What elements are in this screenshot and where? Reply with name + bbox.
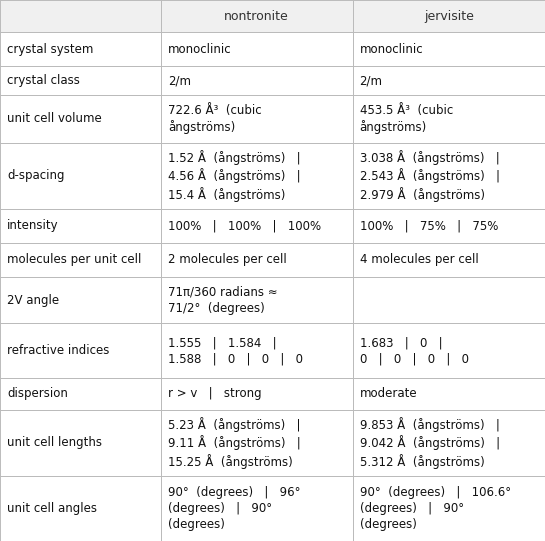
Bar	[0, 95, 161, 143]
Text: 71π/360 radians ≈
71/2°  (degrees): 71π/360 radians ≈ 71/2° (degrees)	[168, 286, 277, 315]
Bar	[0, 277, 161, 324]
Bar	[353, 324, 545, 378]
Bar	[353, 0, 545, 32]
Bar	[353, 143, 545, 208]
Text: 722.6 Å³  (cubic
ångströms): 722.6 Å³ (cubic ångströms)	[168, 104, 262, 134]
Text: 4 molecules per cell: 4 molecules per cell	[360, 253, 479, 266]
Text: 2/m: 2/m	[168, 74, 191, 87]
Text: jervisite: jervisite	[424, 10, 474, 23]
Bar	[0, 143, 161, 208]
Bar	[353, 410, 545, 476]
Bar	[0, 378, 161, 410]
Bar	[0, 0, 161, 32]
Text: 100%   |   75%   |   75%: 100% | 75% | 75%	[360, 219, 498, 232]
Text: 1.52 Å  (ångströms)   |
4.56 Å  (ångströms)   |
15.4 Å  (ångströms): 1.52 Å (ångströms) | 4.56 Å (ångströms) …	[168, 150, 300, 202]
Text: d-spacing: d-spacing	[7, 169, 64, 182]
Bar	[353, 67, 545, 95]
Bar	[161, 476, 353, 541]
Bar	[353, 208, 545, 243]
Text: 2/m: 2/m	[360, 74, 383, 87]
Text: crystal class: crystal class	[7, 74, 80, 87]
Text: 9.853 Å  (ångströms)   |
9.042 Å  (ångströms)   |
5.312 Å  (ångströms): 9.853 Å (ångströms) | 9.042 Å (ångströms…	[360, 417, 500, 469]
Text: unit cell volume: unit cell volume	[7, 113, 102, 126]
Bar	[0, 67, 161, 95]
Bar	[0, 243, 161, 277]
Text: 1.555   |   1.584   |
1.588   |   0   |   0   |   0: 1.555 | 1.584 | 1.588 | 0 | 0 | 0	[168, 336, 303, 365]
Bar	[0, 32, 161, 67]
Bar	[161, 243, 353, 277]
Text: nontronite: nontronite	[225, 10, 289, 23]
Bar	[161, 208, 353, 243]
Text: unit cell angles: unit cell angles	[7, 502, 97, 514]
Bar	[353, 277, 545, 324]
Text: dispersion: dispersion	[7, 387, 68, 400]
Text: 1.683   |   0   |
0   |   0   |   0   |   0: 1.683 | 0 | 0 | 0 | 0 | 0	[360, 336, 469, 365]
Bar	[161, 277, 353, 324]
Bar	[161, 67, 353, 95]
Text: 2V angle: 2V angle	[7, 294, 59, 307]
Text: 5.23 Å  (ångströms)   |
9.11 Å  (ångströms)   |
15.25 Å  (ångströms): 5.23 Å (ångströms) | 9.11 Å (ångströms) …	[168, 417, 300, 469]
Text: moderate: moderate	[360, 387, 417, 400]
Bar	[161, 324, 353, 378]
Bar	[353, 243, 545, 277]
Bar	[161, 32, 353, 67]
Bar	[353, 476, 545, 541]
Text: 2 molecules per cell: 2 molecules per cell	[168, 253, 287, 266]
Bar	[353, 32, 545, 67]
Text: 3.038 Å  (ångströms)   |
2.543 Å  (ångströms)   |
2.979 Å  (ångströms): 3.038 Å (ångströms) | 2.543 Å (ångströms…	[360, 150, 500, 202]
Bar	[0, 410, 161, 476]
Text: unit cell lengths: unit cell lengths	[7, 436, 102, 449]
Bar	[0, 476, 161, 541]
Text: monoclinic: monoclinic	[360, 43, 423, 56]
Bar	[0, 208, 161, 243]
Text: refractive indices: refractive indices	[7, 344, 110, 357]
Bar	[161, 410, 353, 476]
Bar	[161, 95, 353, 143]
Bar	[353, 378, 545, 410]
Bar	[161, 378, 353, 410]
Bar	[0, 324, 161, 378]
Text: 90°  (degrees)   |   96°
(degrees)   |   90°
(degrees): 90° (degrees) | 96° (degrees) | 90° (deg…	[168, 486, 300, 531]
Text: r > v   |   strong: r > v | strong	[168, 387, 262, 400]
Text: molecules per unit cell: molecules per unit cell	[7, 253, 141, 266]
Text: monoclinic: monoclinic	[168, 43, 232, 56]
Text: 90°  (degrees)   |   106.6°
(degrees)   |   90°
(degrees): 90° (degrees) | 106.6° (degrees) | 90° (…	[360, 486, 511, 531]
Bar	[161, 0, 353, 32]
Text: intensity: intensity	[7, 219, 59, 232]
Text: crystal system: crystal system	[7, 43, 93, 56]
Bar	[161, 143, 353, 208]
Text: 100%   |   100%   |   100%: 100% | 100% | 100%	[168, 219, 321, 232]
Bar	[353, 95, 545, 143]
Text: 453.5 Å³  (cubic
ångströms): 453.5 Å³ (cubic ångströms)	[360, 104, 453, 134]
